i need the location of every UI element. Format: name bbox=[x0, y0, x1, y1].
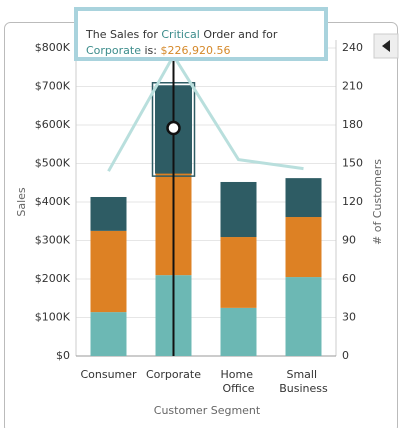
tooltip: The Sales for Critical Order and for Cor… bbox=[74, 7, 328, 61]
bar-segment bbox=[90, 196, 127, 231]
y2-tick-label: 30 bbox=[342, 311, 356, 324]
y-tick-label: $0 bbox=[56, 349, 70, 362]
bar-segment bbox=[220, 307, 257, 356]
y2-tick-label: 120 bbox=[342, 195, 363, 208]
y-tick-label: $600K bbox=[35, 118, 71, 131]
y2-tick-label: 240 bbox=[342, 41, 363, 54]
y2-tick-label: 180 bbox=[342, 118, 363, 131]
tooltip-text: is: bbox=[141, 44, 161, 57]
y-tick-label: $200K bbox=[35, 272, 71, 285]
tooltip-series: Critical bbox=[161, 28, 200, 41]
tooltip-value: $226,920.56 bbox=[160, 44, 231, 57]
y2-tick-label: 210 bbox=[342, 80, 363, 93]
y2-axis-title: # of Customers bbox=[371, 159, 384, 245]
bar-segment bbox=[220, 181, 257, 238]
arrow-icon bbox=[382, 40, 390, 52]
bar-segment bbox=[90, 312, 127, 356]
y-tick-label: $300K bbox=[35, 234, 71, 247]
bar-segment bbox=[285, 217, 322, 278]
y2-tick-label: 60 bbox=[342, 272, 356, 285]
x-axis-title: Customer Segment bbox=[154, 404, 261, 417]
tooltip-text: The Sales for bbox=[86, 28, 162, 41]
y2-tick-label: 90 bbox=[342, 234, 356, 247]
bar-segment bbox=[285, 178, 322, 218]
x-tick-label: Consumer bbox=[80, 368, 137, 381]
hover-marker bbox=[166, 120, 181, 136]
tooltip-category: Corporate bbox=[86, 44, 141, 57]
y2-tick-label: 150 bbox=[342, 157, 363, 170]
y-tick-label: $500K bbox=[35, 157, 71, 170]
y2-tick-label: 0 bbox=[342, 349, 349, 362]
x-tick-label: Small Business bbox=[279, 368, 328, 395]
line bbox=[107, 52, 304, 172]
x-tick-label: Corporate bbox=[146, 368, 201, 381]
y-axis-title: Sales bbox=[15, 187, 28, 217]
y-tick-label: $800K bbox=[35, 41, 71, 54]
x-tick-label: Home Office bbox=[221, 368, 257, 395]
y-tick-label: $100K bbox=[35, 311, 71, 324]
tooltip-text: Order and for bbox=[199, 28, 278, 41]
bar-segment bbox=[90, 230, 127, 313]
y-tick-label: $700K bbox=[35, 80, 71, 93]
y-tick-label: $400K bbox=[35, 195, 71, 208]
bar-segment bbox=[285, 277, 322, 356]
bar-segment bbox=[220, 237, 257, 308]
